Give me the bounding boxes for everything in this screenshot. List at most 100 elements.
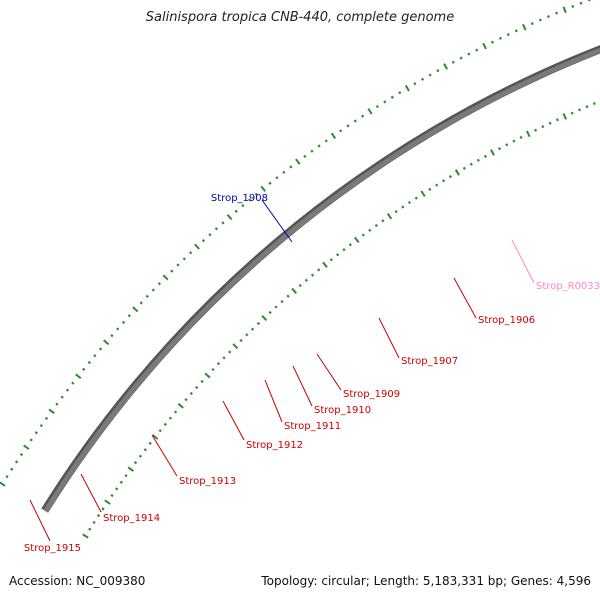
outer-tick — [538, 18, 542, 22]
inner-tick — [368, 228, 372, 232]
outer-tick — [275, 176, 279, 180]
inner-tick — [428, 187, 432, 191]
outer-tick — [34, 431, 38, 435]
inner-tick — [92, 520, 96, 524]
inner-tick — [245, 333, 249, 337]
inner-tick — [386, 212, 393, 220]
inner-tick — [158, 429, 162, 433]
inner-tick — [173, 410, 178, 414]
inner-tick — [585, 105, 589, 109]
inner-tick — [505, 143, 509, 147]
inner-tick-track — [82, 97, 600, 539]
leader-strop_1909 — [316, 353, 342, 391]
inner-tick — [110, 493, 114, 498]
outer-tick — [189, 251, 193, 255]
outer-tick — [0, 481, 6, 487]
leader-strop_1914 — [80, 473, 102, 513]
outer-tick — [194, 243, 200, 250]
inner-tick — [342, 248, 346, 252]
outer-tick — [55, 402, 59, 406]
inner-tick — [519, 135, 523, 139]
outer-tick — [248, 198, 252, 202]
outer-tick — [214, 227, 219, 231]
outer-tick — [330, 132, 337, 140]
inner-tick — [570, 111, 574, 115]
gene-label-strop_1914: Strop_1914 — [103, 513, 160, 524]
inner-tick — [414, 196, 418, 200]
outer-tick — [19, 452, 24, 457]
outer-tick — [268, 181, 272, 185]
outer-tick — [467, 52, 471, 56]
outer-tick — [339, 129, 343, 133]
outer-tick — [475, 48, 479, 52]
inner-tick — [216, 362, 221, 366]
inner-tick — [88, 527, 92, 531]
inner-tick — [163, 422, 167, 427]
outer-tick — [151, 288, 155, 292]
outer-tick — [420, 77, 425, 81]
inner-tick — [401, 205, 405, 209]
outer-tick — [234, 209, 238, 213]
inner-tick — [115, 487, 119, 491]
outer-tick — [360, 114, 365, 118]
inner-tick — [512, 139, 516, 143]
inner-tick — [204, 372, 211, 379]
outer-tick — [254, 192, 258, 196]
outer-tick — [14, 460, 19, 464]
gene-label-strop_1906: Strop_1906 — [478, 315, 535, 326]
inner-tick — [381, 219, 385, 223]
outer-tick — [201, 239, 206, 243]
outer-tick — [116, 327, 120, 331]
outer-tick — [71, 381, 75, 385]
inner-tick — [462, 166, 466, 170]
outer-tick — [127, 314, 131, 318]
inner-tick — [211, 367, 215, 372]
outer-tick — [75, 373, 82, 380]
outer-tick — [157, 282, 162, 286]
inner-tick — [177, 402, 184, 409]
backbone-shadow — [41, 45, 600, 513]
inner-tick — [448, 174, 453, 179]
inner-tick — [119, 480, 123, 484]
outer-tick — [110, 333, 114, 338]
outer-tick — [579, 1, 583, 5]
outer-tick — [87, 360, 91, 365]
outer-tick — [530, 22, 534, 26]
inner-tick — [280, 299, 284, 304]
inner-tick — [195, 385, 199, 390]
inner-tick — [322, 261, 328, 268]
outer-tick — [176, 263, 180, 267]
outer-tick — [93, 354, 97, 358]
outer-tick — [103, 339, 110, 346]
inner-tick — [232, 343, 239, 350]
inner-tick — [498, 147, 502, 151]
inner-tick — [394, 209, 398, 214]
inner-tick — [138, 454, 142, 458]
inner-tick — [317, 268, 321, 272]
outer-tick — [546, 15, 550, 19]
gene-label-strop_1913: Strop_1913 — [179, 476, 236, 487]
outer-tick — [39, 423, 43, 428]
outer-tick — [404, 84, 410, 92]
outer-tick — [5, 475, 9, 479]
outer-tick — [522, 23, 527, 31]
inner-tick — [133, 461, 138, 465]
gene-label-strop_1911: Strop_1911 — [284, 421, 341, 432]
leader-strop_r0033 — [511, 239, 535, 284]
outer-tick — [139, 301, 143, 305]
inner-tick — [354, 236, 360, 244]
accession-text: Accession: NC_009380 — [9, 574, 146, 588]
inner-tick — [82, 533, 89, 539]
outer-tick — [413, 82, 417, 86]
outer-tick — [459, 56, 463, 60]
inner-tick — [286, 294, 290, 298]
inner-tick — [310, 273, 315, 277]
inner-tick — [228, 350, 232, 354]
outer-tick — [398, 91, 402, 95]
outer-tick — [383, 100, 387, 104]
inner-tick — [261, 314, 268, 322]
backbone-line — [43, 47, 600, 513]
outer-tick — [498, 36, 502, 40]
outer-tick — [353, 119, 357, 123]
outer-tick — [65, 388, 70, 392]
